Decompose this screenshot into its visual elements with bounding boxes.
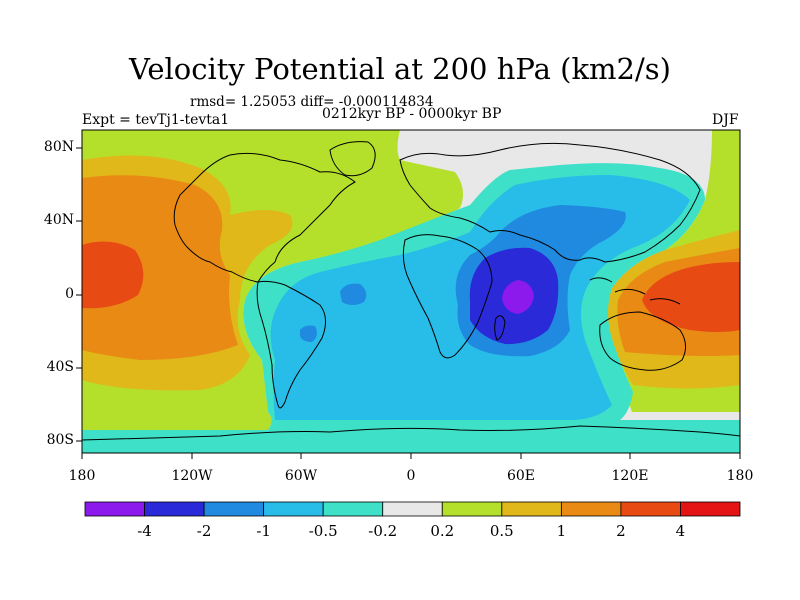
lat-tick-0: 0 <box>65 286 74 302</box>
colorbar-swatch <box>144 501 205 517</box>
lat-tick-40s: 40S <box>46 359 74 375</box>
lon-tick-60e: 60E <box>506 468 536 484</box>
lon-tick-120e: 120E <box>611 468 649 484</box>
colorbar-label: -4 <box>137 522 152 540</box>
season-label: DJF <box>712 112 739 128</box>
south-america-coast <box>256 280 326 409</box>
redorange-region-east <box>642 262 740 332</box>
blue-region-small <box>340 283 367 305</box>
rmsd-diff-text: rmsd= 1.25053 diff= -0.000114834 <box>190 94 434 110</box>
lat-tick-80s: 80S <box>46 432 74 448</box>
redorange-region-west <box>82 241 144 309</box>
lon-tick-120w: 120W <box>171 468 213 484</box>
colorbar-swatch <box>382 501 443 517</box>
madagascar-coast <box>494 315 506 341</box>
australia-coast <box>599 311 686 371</box>
colorbar-label: -1 <box>256 522 271 540</box>
colorbar-label: -2 <box>196 522 212 540</box>
colorbar-label: -0.5 <box>308 522 338 540</box>
contour-fill-layer <box>82 130 740 453</box>
blue-region-small2 <box>300 325 317 342</box>
colorbar-swatch <box>84 501 145 517</box>
orange-region-west <box>82 175 238 360</box>
axis-ticks <box>76 147 741 459</box>
colorbar-swatch <box>322 501 384 517</box>
period-text: 0212kyr BP - 0000kyr BP <box>322 106 502 122</box>
europe-asia-coast <box>399 142 701 263</box>
coastlines <box>82 141 740 441</box>
colorbar-swatch <box>620 501 681 517</box>
colorbar-swatch <box>263 501 324 517</box>
africa-coast <box>402 234 493 359</box>
colorbar-swatch <box>501 501 562 517</box>
greenland-coast <box>329 141 376 177</box>
north-america-coast <box>173 152 356 283</box>
colorbar-label: -0.2 <box>368 522 398 540</box>
colorbar-label: 2 <box>616 522 626 540</box>
lon-tick-180e: 180 <box>726 468 754 484</box>
colorbar-swatch <box>441 501 503 517</box>
lat-tick-80n: 80N <box>43 139 74 155</box>
colorbar-label: 1 <box>556 522 567 540</box>
colorbar-label: 0.2 <box>430 522 455 540</box>
plot-title: Velocity Potential at 200 hPa (km2/s) <box>129 52 671 86</box>
antarctica-coast <box>82 425 740 441</box>
lon-tick-180w: 180 <box>68 468 96 484</box>
colorbar-label: 4 <box>675 522 686 540</box>
experiment-label: Expt = tevTj1-tevta1 <box>82 112 230 128</box>
colorbar-label: 0.5 <box>489 522 514 540</box>
lat-tick-40n: 40N <box>43 212 74 228</box>
colorbar-swatch <box>560 501 622 517</box>
purple-core <box>502 280 534 314</box>
lon-tick-0: 0 <box>406 468 416 484</box>
maritime-islands <box>589 277 681 305</box>
lon-tick-60w: 60W <box>284 468 318 484</box>
colorbar-swatch <box>680 501 741 517</box>
colorbar-swatch <box>203 501 265 517</box>
